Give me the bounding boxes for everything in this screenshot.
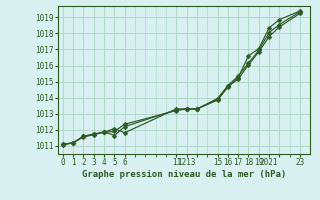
X-axis label: Graphe pression niveau de la mer (hPa): Graphe pression niveau de la mer (hPa)	[82, 170, 286, 179]
